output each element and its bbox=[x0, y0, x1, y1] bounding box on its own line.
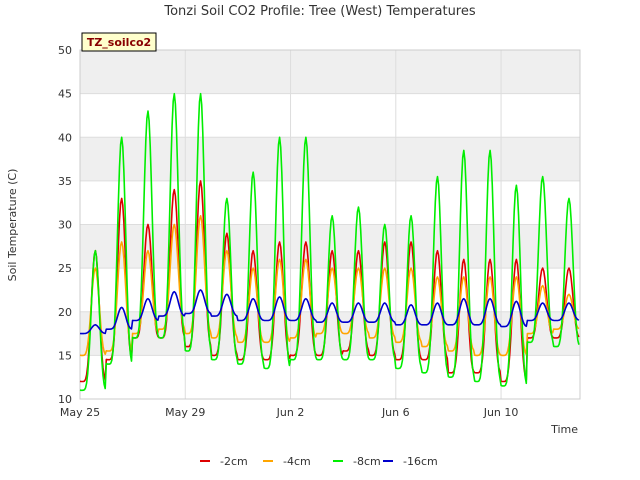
series-lines bbox=[79, 92, 580, 392]
y-tick-label: 35 bbox=[58, 175, 72, 188]
legend: -2cm -4cm -8cm -16cm bbox=[200, 455, 438, 468]
y-tick-labels: 10 15 20 25 30 35 40 45 50 bbox=[58, 44, 72, 406]
series-line-minus-16cm bbox=[79, 289, 580, 335]
chart-title: Tonzi Soil CO2 Profile: Tree (West) Temp… bbox=[163, 4, 476, 19]
x-tick-labels: May 25 May 29 Jun 2 Jun 6 Jun 10 bbox=[60, 406, 519, 419]
y-tick-label: 20 bbox=[58, 306, 72, 319]
x-tick-label: May 25 bbox=[60, 406, 100, 419]
legend-label: -16cm bbox=[403, 455, 438, 468]
x-tick-label: Jun 6 bbox=[381, 406, 410, 419]
legend-label: -4cm bbox=[283, 455, 311, 468]
series-line-minus-8cm bbox=[79, 92, 580, 392]
grid-band bbox=[80, 137, 580, 181]
y-tick-label: 50 bbox=[58, 44, 72, 57]
x-tick-label: May 29 bbox=[165, 406, 205, 419]
y-axis-label: Soil Temperature (C) bbox=[6, 169, 19, 282]
grid-band bbox=[80, 50, 580, 94]
y-tick-label: 10 bbox=[58, 393, 72, 406]
x-tick-label: Jun 10 bbox=[483, 406, 519, 419]
x-tick-label: Jun 2 bbox=[276, 406, 305, 419]
y-tick-label: 45 bbox=[58, 88, 72, 101]
legend-label: -8cm bbox=[353, 455, 381, 468]
x-axis-label: Time bbox=[550, 423, 578, 436]
legend-label: -2cm bbox=[220, 455, 248, 468]
y-tick-label: 30 bbox=[58, 219, 72, 232]
site-label: TZ_soilco2 bbox=[87, 36, 151, 49]
plot-frame bbox=[79, 49, 581, 400]
y-tick-label: 40 bbox=[58, 131, 72, 144]
site-label-badge: TZ_soilco2 bbox=[81, 32, 157, 52]
y-tick-label: 25 bbox=[58, 262, 72, 275]
y-tick-label: 15 bbox=[58, 349, 72, 362]
